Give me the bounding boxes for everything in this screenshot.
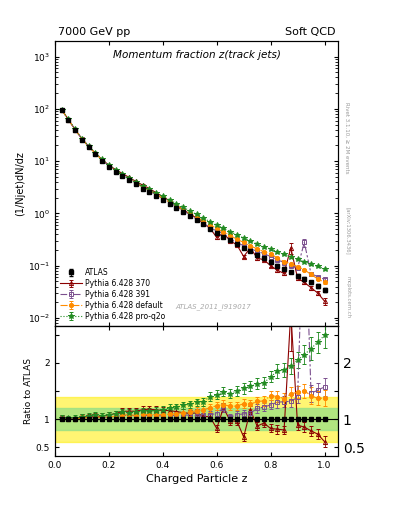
Text: Soft QCD: Soft QCD <box>285 27 335 37</box>
Text: ATLAS_2011_I919017: ATLAS_2011_I919017 <box>176 304 252 310</box>
X-axis label: Charged Particle z: Charged Particle z <box>146 474 247 484</box>
Text: Momentum fraction z(track jets): Momentum fraction z(track jets) <box>112 50 281 59</box>
Y-axis label: (1/Njet)dN/dz: (1/Njet)dN/dz <box>15 151 25 216</box>
Text: [arXiv:1306.3436]: [arXiv:1306.3436] <box>345 206 350 254</box>
Text: Rivet 3.1.10, ≥ 2M events: Rivet 3.1.10, ≥ 2M events <box>344 102 349 174</box>
Bar <box>55 408 338 430</box>
Y-axis label: Ratio to ATLAS: Ratio to ATLAS <box>24 358 33 424</box>
Legend: ATLAS, Pythia 6.428 370, Pythia 6.428 391, Pythia 6.428 default, Pythia 6.428 pr: ATLAS, Pythia 6.428 370, Pythia 6.428 39… <box>59 267 167 322</box>
Bar <box>55 396 338 441</box>
Text: mcplots.cern.ch: mcplots.cern.ch <box>345 276 350 318</box>
Text: 7000 GeV pp: 7000 GeV pp <box>58 27 130 37</box>
